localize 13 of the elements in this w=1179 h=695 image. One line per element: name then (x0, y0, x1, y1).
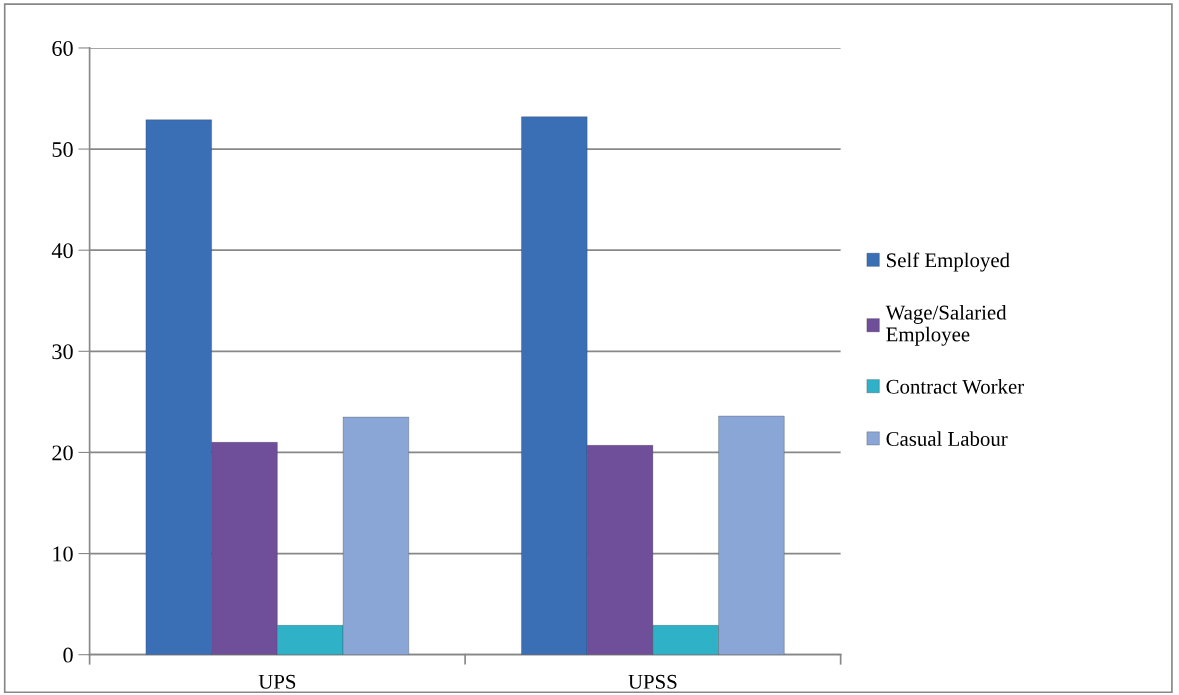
y-tick-label: 20 (52, 445, 73, 461)
y-tick-label: 40 (51, 243, 73, 259)
y-tick-label: 10 (53, 546, 73, 562)
x-tick-label: UPSS (628, 674, 677, 689)
y-tick-label: 0 (63, 647, 73, 663)
legend-label: Wage/Salaried Employee (885, 304, 1007, 346)
legend-label: Self Employed (887, 252, 1010, 272)
legend-label: Casual Labour (886, 431, 1008, 446)
y-tick-label: 50 (52, 142, 73, 158)
legend-label: Contract Worker (886, 379, 1024, 394)
y-tick-label: 60 (52, 40, 73, 56)
x-tick-label: UPS (258, 674, 296, 689)
y-tick-label: 30 (52, 344, 73, 360)
